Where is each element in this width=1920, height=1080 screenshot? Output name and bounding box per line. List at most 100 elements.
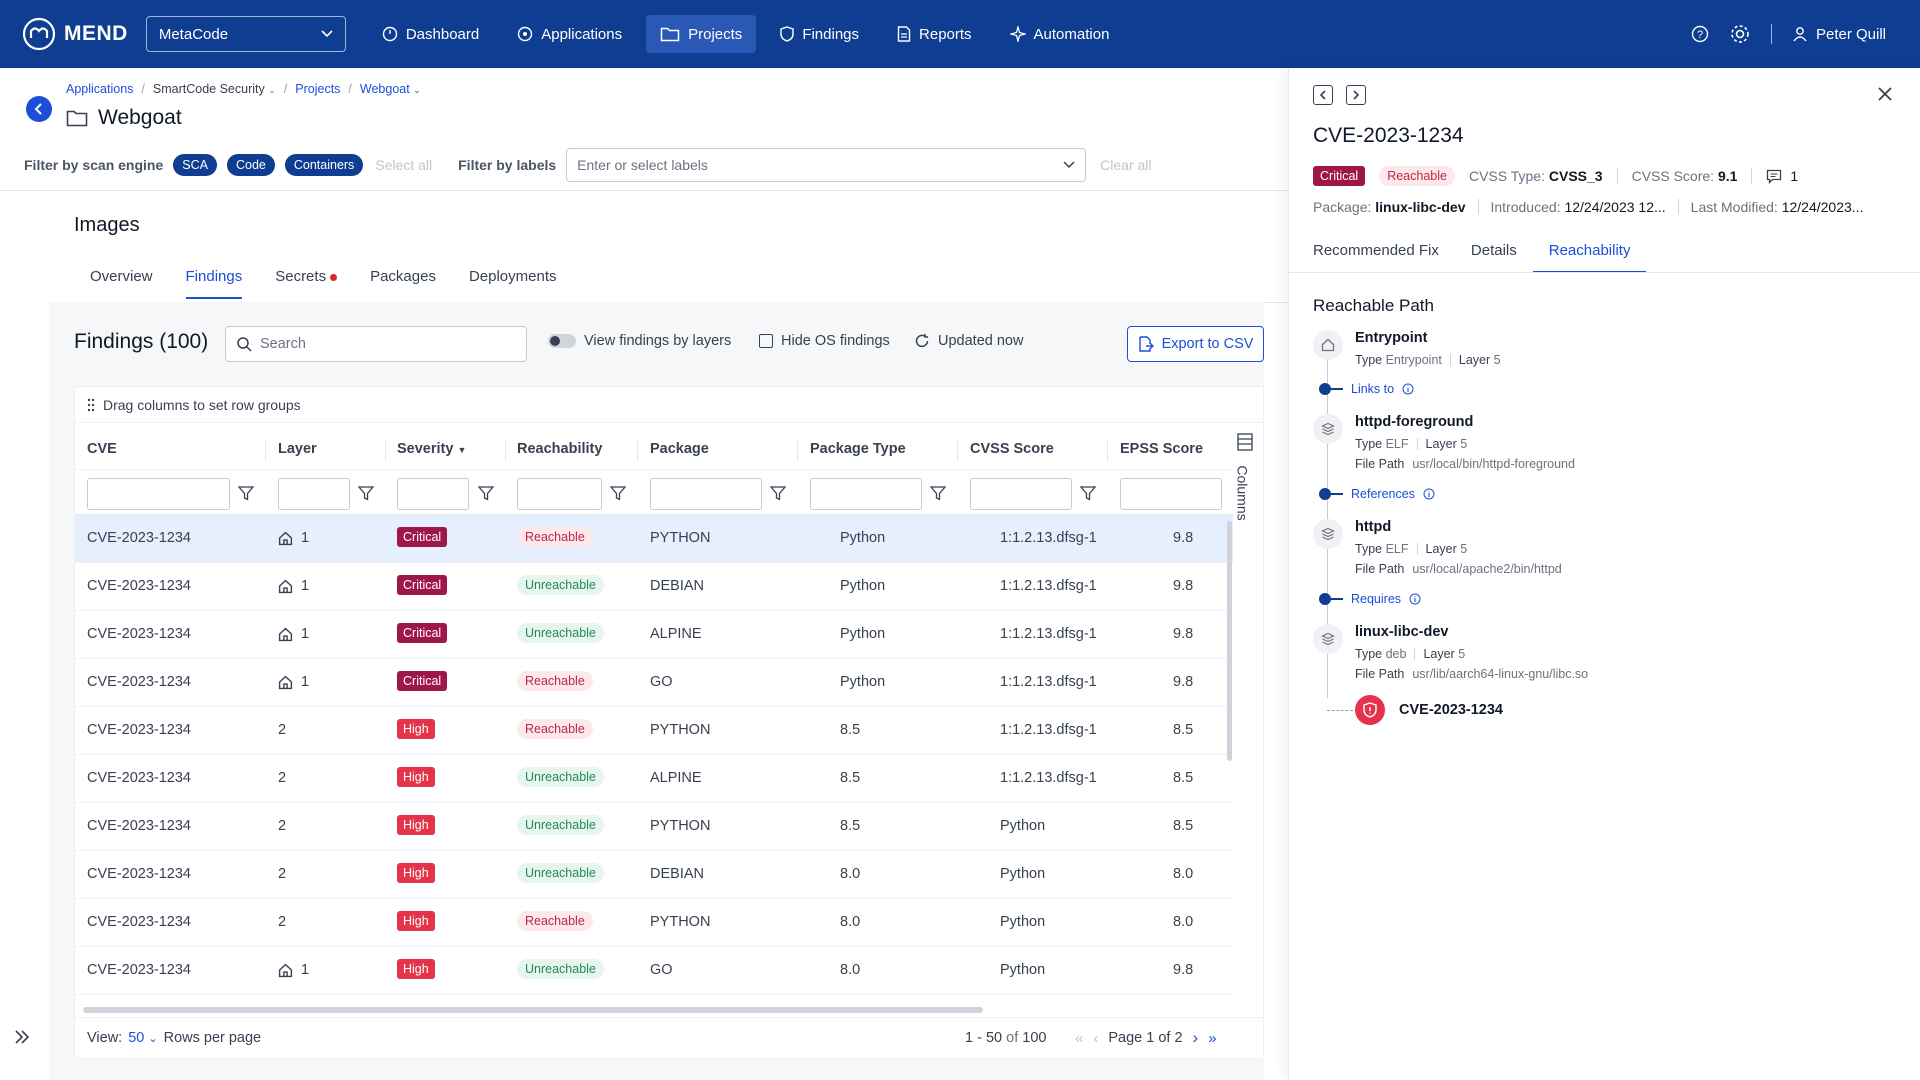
cve-cell[interactable]: CVE-2023-1234: [87, 530, 191, 546]
cve-cell[interactable]: CVE-2023-1234: [87, 962, 191, 978]
gear-icon[interactable]: [1729, 23, 1751, 45]
col-cvss-score[interactable]: CVSS Score: [970, 441, 1054, 457]
cve-cell[interactable]: CVE-2023-1234: [87, 578, 191, 594]
table-row[interactable]: CVE-2023-1234 1 Critical Reachable PYTHON Pyt…: [75, 515, 1233, 563]
tab-details[interactable]: Details: [1470, 242, 1517, 259]
tab-secrets[interactable]: Secrets: [275, 268, 338, 299]
filter-icon[interactable]: [930, 485, 946, 501]
tab-reachability[interactable]: Reachability: [1532, 242, 1647, 273]
page-size-select[interactable]: 50 ⌄: [128, 1030, 157, 1046]
cve-cell[interactable]: CVE-2023-1234: [87, 818, 191, 834]
filter-icon[interactable]: [770, 485, 786, 501]
cvss-filter-input[interactable]: [970, 478, 1072, 510]
toggle-switch[interactable]: [548, 334, 576, 348]
tab-deployments[interactable]: Deployments: [468, 268, 557, 285]
package-filter-input[interactable]: [650, 478, 762, 510]
user-menu[interactable]: Peter Quill: [1792, 26, 1886, 43]
col-layer[interactable]: Layer: [278, 441, 317, 457]
search-input[interactable]: Search: [225, 326, 527, 362]
refresh-icon[interactable]: [914, 333, 930, 349]
package-type-filter-input[interactable]: [810, 478, 922, 510]
table-row[interactable]: CVE-2023-1234 1 High Unreachable GO 8.0 Python…: [75, 947, 1233, 995]
tab-packages[interactable]: Packages: [370, 268, 436, 285]
clear-all-link[interactable]: Clear all: [1100, 157, 1152, 173]
info-icon[interactable]: [1423, 488, 1435, 500]
table-row[interactable]: CVE-2023-1234 2 High Reachable PYTHON 8.5 1:1.…: [75, 707, 1233, 755]
nav-reports[interactable]: Reports: [883, 15, 986, 53]
back-button[interactable]: [26, 96, 52, 122]
organization-select[interactable]: MetaCode: [145, 16, 346, 52]
cve-cell[interactable]: CVE-2023-1234: [87, 866, 191, 882]
labels-select[interactable]: Enter or select labels: [566, 148, 1087, 182]
next-finding-button[interactable]: [1346, 85, 1366, 105]
tab-recommended-fix[interactable]: Recommended Fix: [1313, 242, 1439, 259]
cve-filter-input[interactable]: [87, 478, 230, 510]
cve-cell[interactable]: CVE-2023-1234: [87, 626, 191, 642]
col-cve[interactable]: CVE: [87, 441, 117, 457]
table-row[interactable]: CVE-2023-1234 2 High Reachable PYTHON 8.0 Pyth…: [75, 899, 1233, 947]
table-row[interactable]: CVE-2023-1234 1 Critical Unreachable ALPINE P…: [75, 611, 1233, 659]
updated-status[interactable]: Updated now: [914, 333, 1023, 349]
hide-os-checkbox[interactable]: Hide OS findings: [759, 333, 890, 349]
nav-projects[interactable]: Projects: [646, 15, 757, 53]
filter-icon[interactable]: [238, 485, 254, 501]
reachability-filter-input[interactable]: [517, 478, 602, 510]
info-icon[interactable]: [1402, 383, 1414, 395]
breadcrumb-webgoat[interactable]: Webgoat ⌄: [360, 82, 421, 96]
breadcrumb-smartcode[interactable]: SmartCode Security ⌄: [153, 82, 276, 96]
first-page-icon[interactable]: «: [1075, 1029, 1084, 1047]
prev-page-icon[interactable]: ‹: [1093, 1029, 1099, 1047]
table-row[interactable]: CVE-2023-1234 2 High Unreachable ALPINE 8.5 1:…: [75, 755, 1233, 803]
columns-side-button[interactable]: Columns: [1231, 457, 1255, 537]
home-icon: [1321, 338, 1335, 352]
row-group-bar[interactable]: Drag columns to set row groups: [75, 387, 1263, 423]
table-row[interactable]: CVE-2023-1234 1 Critical Reachable GO Python 1…: [75, 659, 1233, 707]
view-by-layers-toggle[interactable]: View findings by layers: [548, 333, 731, 349]
nav-automation[interactable]: Automation: [996, 15, 1124, 53]
col-severity[interactable]: Severity ▼: [397, 441, 466, 457]
engine-chip-sca[interactable]: SCA: [173, 154, 217, 176]
mend-logo[interactable]: MEND: [22, 17, 128, 51]
columns-icon[interactable]: [1237, 433, 1253, 451]
table-row[interactable]: CVE-2023-1234 1 Critical Unreachable DEBIAN P…: [75, 563, 1233, 611]
engine-chip-code[interactable]: Code: [226, 154, 275, 176]
breadcrumb-applications[interactable]: Applications: [66, 82, 134, 96]
tab-overview[interactable]: Overview: [90, 268, 153, 285]
help-icon[interactable]: ?: [1691, 25, 1709, 43]
select-all-link[interactable]: Select all: [375, 157, 433, 173]
expand-sidebar-button[interactable]: [14, 1030, 30, 1044]
cve-cell[interactable]: CVE-2023-1234: [87, 770, 191, 786]
nav-dashboard[interactable]: Dashboard: [368, 15, 493, 53]
checkbox[interactable]: [759, 334, 773, 348]
col-package-type[interactable]: Package Type: [810, 441, 906, 457]
filter-icon[interactable]: [610, 485, 626, 501]
comments-button[interactable]: 1: [1766, 168, 1798, 184]
filter-icon[interactable]: [358, 485, 374, 501]
filter-icon[interactable]: [478, 485, 494, 501]
table-row[interactable]: CVE-2023-1234 2 High Unreachable DEBIAN 8.0 Py…: [75, 851, 1233, 899]
severity-filter-input[interactable]: [397, 478, 469, 510]
cve-cell[interactable]: CVE-2023-1234: [87, 674, 191, 690]
cve-cell[interactable]: CVE-2023-1234: [87, 722, 191, 738]
epss-filter-input[interactable]: [1120, 478, 1222, 510]
col-epss-score[interactable]: EPSS Score: [1120, 441, 1204, 457]
close-icon[interactable]: [1875, 84, 1895, 104]
info-icon[interactable]: [1409, 593, 1421, 605]
vertical-scrollbar[interactable]: [1227, 521, 1232, 761]
engine-chip-containers[interactable]: Containers: [284, 154, 364, 176]
horizontal-scrollbar[interactable]: [83, 1007, 983, 1013]
next-page-icon[interactable]: ›: [1192, 1028, 1199, 1047]
layer-filter-input[interactable]: [278, 478, 350, 510]
table-row[interactable]: CVE-2023-1234 2 High Unreachable PYTHON 8.5 Py…: [75, 803, 1233, 851]
filter-icon[interactable]: [1080, 485, 1096, 501]
breadcrumb-projects[interactable]: Projects: [295, 82, 341, 96]
last-page-icon[interactable]: »: [1208, 1029, 1217, 1047]
nav-applications[interactable]: Applications: [503, 15, 636, 53]
tab-findings[interactable]: Findings: [185, 268, 243, 299]
col-reachability[interactable]: Reachability: [517, 441, 603, 457]
export-csv-button[interactable]: Export to CSV: [1127, 326, 1264, 362]
cve-cell[interactable]: CVE-2023-1234: [87, 914, 191, 930]
nav-findings[interactable]: Findings: [766, 15, 873, 53]
col-package[interactable]: Package: [650, 441, 709, 457]
previous-finding-button[interactable]: [1313, 85, 1333, 105]
